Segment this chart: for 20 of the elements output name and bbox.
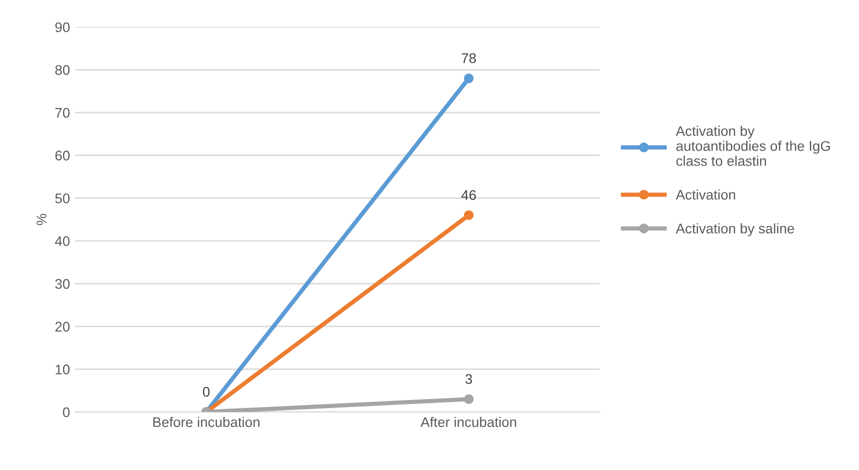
y-tick-label: 0 <box>62 407 70 418</box>
data-label: 78 <box>462 53 476 64</box>
y-tick-label: 40 <box>55 236 70 246</box>
y-tick-label: 70 <box>55 108 70 118</box>
y-tick-label: 20 <box>55 322 70 332</box>
y-tick-label: 50 <box>55 193 70 204</box>
x-tick-label: After incubation <box>420 416 516 428</box>
y-tick-label: 10 <box>56 364 70 374</box>
data-label: 3 <box>465 374 472 384</box>
legend-label: Activation <box>676 189 736 200</box>
data-label: 0 <box>202 386 210 397</box>
y-tick-label: 90 <box>55 22 70 32</box>
y-tick-label: 30 <box>55 279 70 289</box>
y-tick-label: 80 <box>55 65 70 75</box>
legend-label: Activation by autoantibodies of the IgG class to elastin <box>676 126 830 166</box>
legend-label: Activation by saline <box>676 223 794 236</box>
data-label: 46 <box>461 190 476 200</box>
y-tick-label: 60 <box>55 150 70 161</box>
x-tick-label: Before incubation <box>153 416 260 428</box>
y-axis-title: % <box>36 214 46 226</box>
